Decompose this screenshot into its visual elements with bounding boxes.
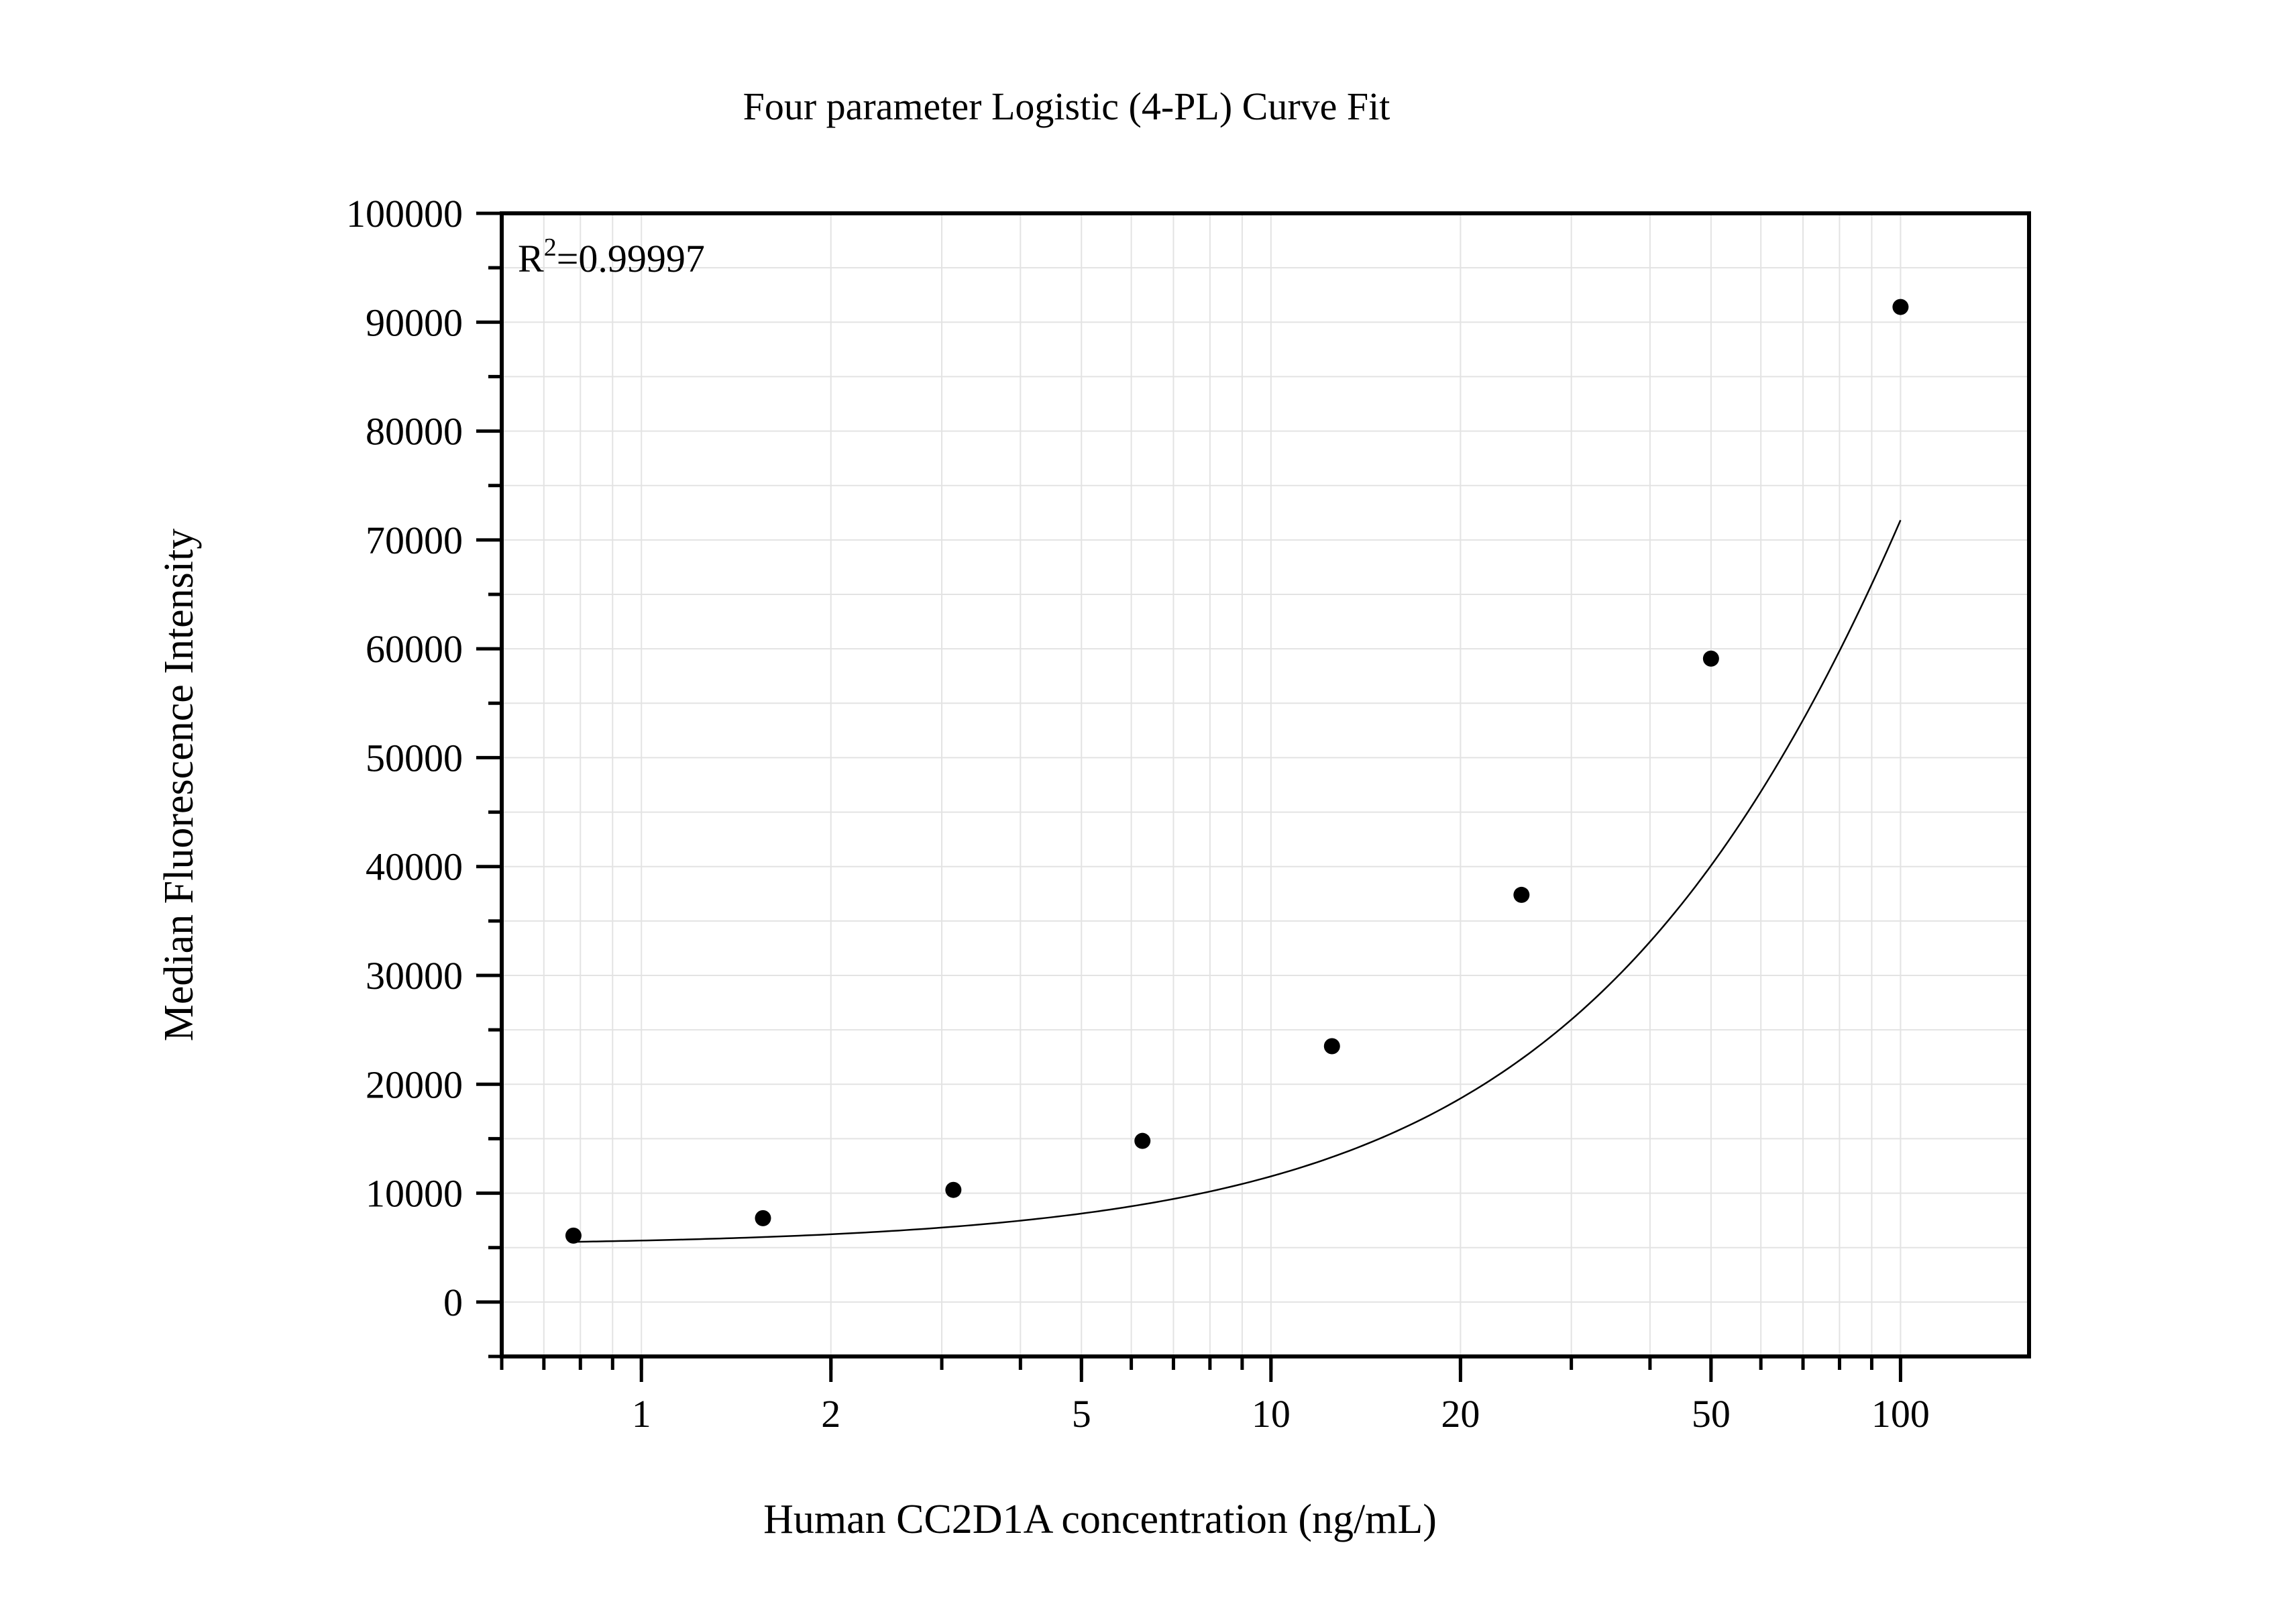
x-tick-label: 1 bbox=[632, 1392, 651, 1436]
y-tick-label: 50000 bbox=[366, 736, 463, 780]
y-tick-label: 90000 bbox=[366, 301, 463, 344]
r-squared-annotation: R2=0.99997 bbox=[518, 233, 705, 280]
x-tick-label: 50 bbox=[1692, 1392, 1731, 1436]
y-tick-label: 60000 bbox=[366, 627, 463, 671]
r-squared-superscript: 2 bbox=[544, 233, 557, 262]
x-axis-label: Human CC2D1A concentration (ng/mL) bbox=[763, 1497, 1437, 1542]
chart-title: Four parameter Logistic (4-PL) Curve Fit bbox=[743, 85, 1390, 128]
y-tick-label: 40000 bbox=[366, 845, 463, 889]
x-axis-ticks: 1 2 5 10 20 50 100 bbox=[500, 1356, 1930, 1436]
y-tick-label: 0 bbox=[443, 1281, 463, 1324]
data-point bbox=[1323, 1038, 1340, 1055]
y-tick-label: 80000 bbox=[366, 410, 463, 453]
data-point bbox=[1702, 650, 1719, 667]
r-squared-base: R bbox=[518, 237, 544, 280]
x-tick-label: 5 bbox=[1072, 1392, 1091, 1436]
y-axis-ticks: 0 10000 20000 30000 40000 50000 60000 70000 8000… bbox=[346, 192, 502, 1358]
y-tick-label: 70000 bbox=[366, 519, 463, 562]
y-axis-label: Median Fluorescence Intensity bbox=[156, 529, 202, 1041]
x-tick-label: 20 bbox=[1441, 1392, 1480, 1436]
data-point bbox=[1513, 886, 1530, 903]
y-tick-label: 10000 bbox=[366, 1172, 463, 1216]
data-point bbox=[1134, 1132, 1151, 1149]
y-tick-label: 20000 bbox=[366, 1063, 463, 1106]
data-point bbox=[565, 1227, 582, 1244]
data-points bbox=[565, 299, 1909, 1244]
data-point bbox=[1892, 299, 1909, 315]
x-tick-label: 100 bbox=[1871, 1392, 1930, 1436]
data-point bbox=[755, 1210, 771, 1226]
data-point bbox=[945, 1181, 962, 1198]
y-tick-label: 30000 bbox=[366, 954, 463, 998]
y-tick-label: 100000 bbox=[346, 192, 463, 235]
r-squared-value: =0.99997 bbox=[557, 237, 705, 280]
x-tick-label: 2 bbox=[821, 1392, 840, 1436]
grid bbox=[501, 213, 2029, 1357]
fit-curve bbox=[573, 519, 1902, 1243]
plot-frame bbox=[500, 211, 2031, 1358]
x-tick-label: 10 bbox=[1252, 1392, 1291, 1436]
